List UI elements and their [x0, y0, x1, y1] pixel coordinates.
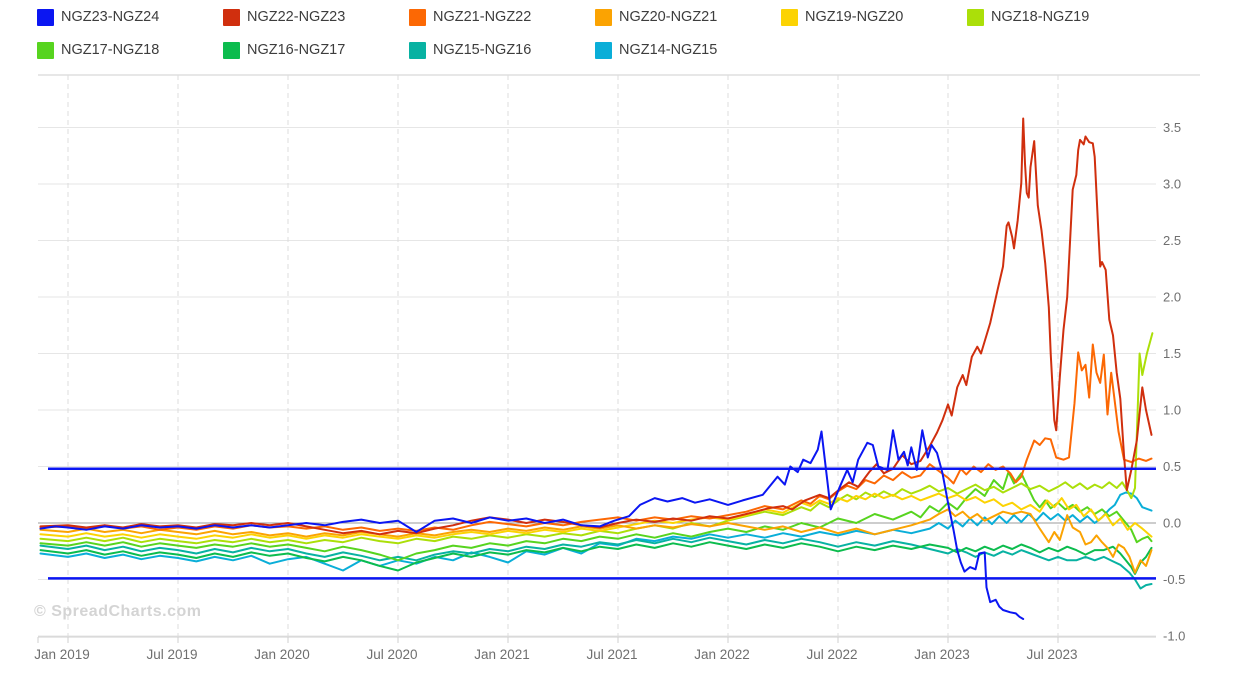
y-axis-label: 3.0 — [1163, 177, 1181, 192]
legend-swatch — [781, 9, 798, 26]
legend-label: NGZ16-NGZ17 — [247, 42, 346, 58]
legend-label: NGZ20-NGZ21 — [619, 9, 718, 25]
legend-swatch — [595, 9, 612, 26]
legend-item-ngz21-ngz22[interactable]: NGZ21-NGZ22 — [409, 9, 595, 42]
y-axis-label: 1.5 — [1163, 346, 1181, 361]
x-axis-label: Jan 2019 — [34, 647, 90, 662]
legend-swatch — [595, 42, 612, 59]
x-axis-label: Jan 2022 — [694, 647, 750, 662]
legend-swatch — [37, 9, 54, 26]
watermark: © SpreadCharts.com — [34, 603, 202, 620]
y-axis-label: -0.5 — [1163, 572, 1185, 587]
x-axis-label: Jan 2020 — [254, 647, 310, 662]
legend-swatch — [37, 42, 54, 59]
legend-item-ngz23-ngz24[interactable]: NGZ23-NGZ24 — [37, 9, 223, 42]
x-axis-label: Jul 2021 — [586, 647, 637, 662]
y-axis-label: 1.0 — [1163, 403, 1181, 418]
legend-item-ngz18-ngz19[interactable]: NGZ18-NGZ19 — [967, 9, 1153, 42]
series-line-ngz21-ngz22 — [39, 343, 1153, 532]
series-line-ngz14-ngz15 — [39, 491, 1153, 572]
legend-label: NGZ14-NGZ15 — [619, 42, 718, 58]
legend-item-ngz17-ngz18[interactable]: NGZ17-NGZ18 — [37, 42, 223, 75]
legend-item-ngz19-ngz20[interactable]: NGZ19-NGZ20 — [781, 9, 967, 42]
x-axis-label: Jul 2020 — [366, 647, 417, 662]
legend-label: NGZ23-NGZ24 — [61, 9, 160, 25]
x-axis-label: Jan 2021 — [474, 647, 530, 662]
series-line-ngz15-ngz16 — [39, 536, 1153, 590]
y-axis-label: -1.0 — [1163, 629, 1185, 644]
series-line-ngz23-ngz24 — [39, 429, 1025, 620]
y-axis-label: 2.0 — [1163, 290, 1181, 305]
legend-item-ngz14-ngz15[interactable]: NGZ14-NGZ15 — [595, 42, 781, 75]
legend-label: NGZ22-NGZ23 — [247, 9, 346, 25]
x-axis-label: Jul 2023 — [1026, 647, 1077, 662]
y-axis-label: 2.5 — [1163, 233, 1181, 248]
legend-swatch — [967, 9, 984, 26]
chart-legend: NGZ23-NGZ24 NGZ22-NGZ23 NGZ21-NGZ22 NGZ20-N… — [0, 0, 1234, 75]
series-line-ngz16-ngz17 — [39, 541, 1153, 575]
legend-swatch — [223, 9, 240, 26]
legend-label: NGZ17-NGZ18 — [61, 42, 160, 58]
legend-item-ngz15-ngz16[interactable]: NGZ15-NGZ16 — [409, 42, 595, 75]
x-axis-label: Jul 2022 — [806, 647, 857, 662]
legend-label: NGZ15-NGZ16 — [433, 42, 532, 58]
series-line-ngz20-ngz21 — [39, 508, 1153, 574]
x-axis-label: Jan 2023 — [914, 647, 970, 662]
legend-item-ngz20-ngz21[interactable]: NGZ20-NGZ21 — [595, 9, 781, 42]
legend-item-ngz22-ngz23[interactable]: NGZ22-NGZ23 — [223, 9, 409, 42]
legend-label: NGZ18-NGZ19 — [991, 9, 1090, 25]
legend-swatch — [223, 42, 240, 59]
legend-label: NGZ21-NGZ22 — [433, 9, 532, 25]
legend-swatch — [409, 42, 426, 59]
legend-swatch — [409, 9, 426, 26]
legend-label: NGZ19-NGZ20 — [805, 9, 904, 25]
x-axis-label: Jul 2019 — [146, 647, 197, 662]
y-axis-label: 3.5 — [1163, 120, 1181, 135]
series-line-ngz22-ngz23 — [39, 117, 1153, 536]
y-axis-label: 0.5 — [1163, 459, 1181, 474]
series-line-ngz18-ngz19 — [39, 332, 1154, 545]
legend-item-ngz16-ngz17[interactable]: NGZ16-NGZ17 — [223, 42, 409, 75]
y-axis-label: 0.0 — [1163, 516, 1181, 531]
series-line-ngz17-ngz18 — [39, 471, 1153, 562]
